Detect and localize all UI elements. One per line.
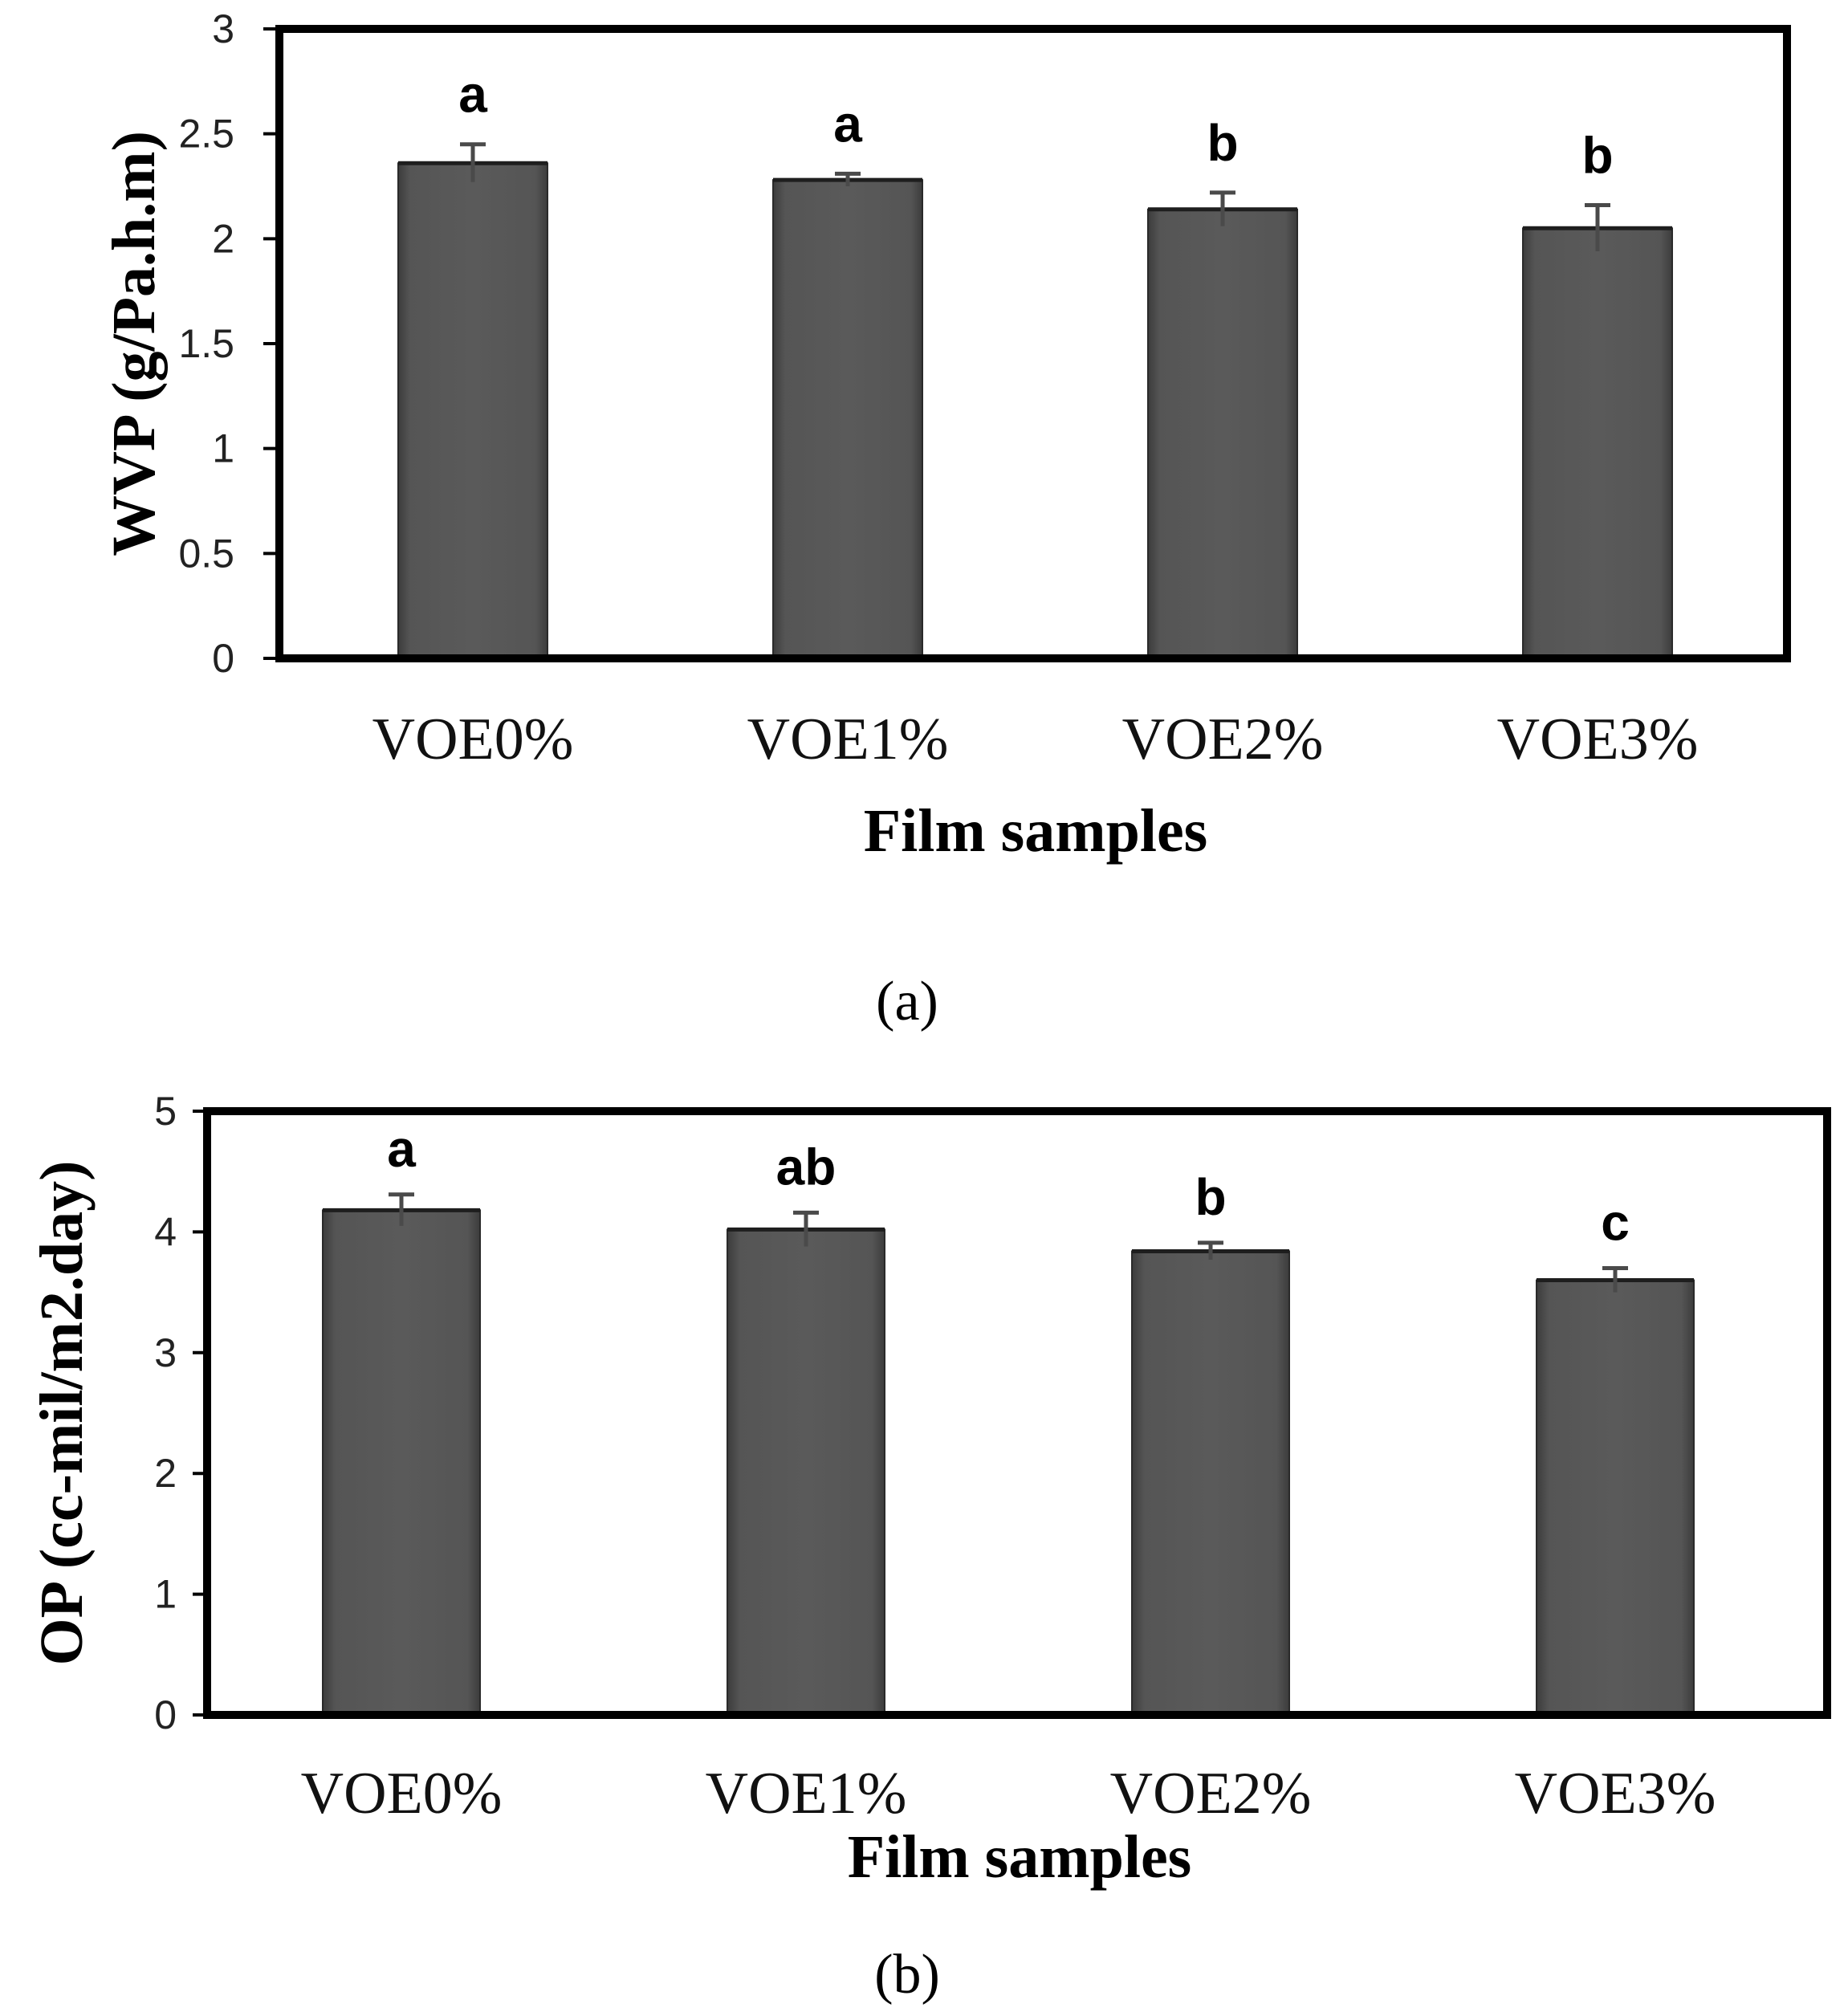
y-axis-title: WVP (g/Pa.h.m) <box>100 131 168 556</box>
chart-panel-a: 0 0.5 1 1.5 2 2.5 3 a VOE0% a VOE1% b VOE2% b VOE3% Fil… <box>100 6 1791 865</box>
y-tick-label: 1.5 <box>178 321 234 366</box>
significance-label: c <box>1601 1194 1630 1252</box>
x-category-label: VOE2% <box>1110 1761 1312 1827</box>
chart-panel-b: 0 1 2 3 4 5 a VOE0% ab VOE1% b VOE2% c VOE3% Film samp… <box>28 1089 1831 1891</box>
y-tick-label: 5 <box>154 1089 177 1134</box>
panel-label-a: (a) <box>876 971 938 1032</box>
y-tick-label: 3 <box>154 1330 177 1375</box>
x-axis-title: Film samples <box>848 1823 1192 1891</box>
y-tick-label: 2 <box>154 1451 177 1496</box>
x-category-label: VOE2% <box>1122 707 1324 772</box>
y-tick-label: 0 <box>212 636 234 681</box>
x-category-label: VOE1% <box>747 707 949 772</box>
bar <box>1131 1250 1290 1716</box>
x-category-label: VOE3% <box>1515 1761 1716 1827</box>
y-tick-label: 0 <box>154 1692 177 1737</box>
x-category-label: VOE1% <box>706 1761 907 1827</box>
y-axis-title: OP (cc-mil/m2.day) <box>28 1161 96 1666</box>
significance-label: a <box>387 1120 416 1178</box>
y-tick-label: 4 <box>154 1209 177 1254</box>
y-tick-label: 2 <box>212 216 234 261</box>
bar <box>1522 227 1673 659</box>
bar <box>1147 208 1298 660</box>
x-category-label: VOE0% <box>372 707 574 772</box>
significance-label: b <box>1195 1168 1226 1226</box>
bar <box>772 179 923 660</box>
bar <box>397 162 548 659</box>
y-tick-label: 1 <box>212 426 234 471</box>
y-tick-label: 2.5 <box>178 112 234 157</box>
panel-label-b: (b) <box>874 1944 940 2006</box>
bar <box>322 1209 481 1716</box>
bar <box>1536 1279 1695 1717</box>
plot-frame <box>275 25 1791 662</box>
plot-frame <box>203 1107 1831 1719</box>
significance-label: a <box>833 95 862 153</box>
significance-label: ab <box>776 1138 836 1195</box>
significance-label: b <box>1581 127 1613 185</box>
x-axis-title: Film samples <box>864 797 1208 865</box>
y-tick-label: 0.5 <box>178 531 234 576</box>
bar <box>727 1228 885 1716</box>
x-category-label: VOE0% <box>301 1761 503 1827</box>
significance-label: b <box>1207 114 1238 172</box>
x-category-label: VOE3% <box>1497 707 1699 772</box>
significance-label: a <box>458 66 487 124</box>
y-tick-label: 3 <box>212 6 234 51</box>
y-tick-label: 1 <box>154 1572 177 1617</box>
